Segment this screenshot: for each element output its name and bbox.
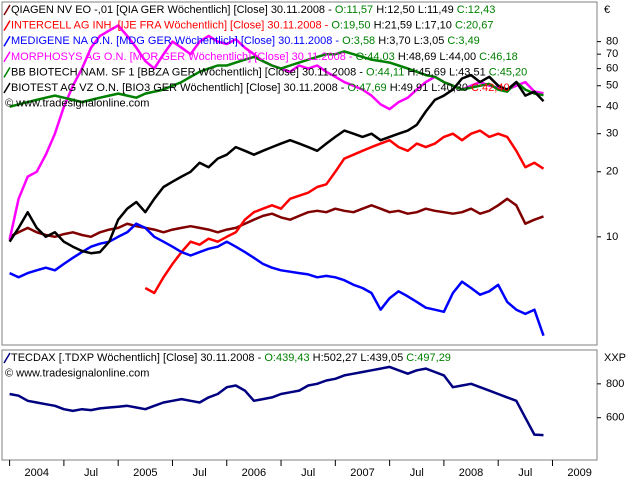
legend-entry: BB BIOTECH NAM. SF 1 [BBZA GER Wöchentli… (11, 66, 527, 78)
y-tick-label: 10 (606, 231, 618, 243)
y-tick-label: 40 (606, 101, 618, 113)
legend-icon (3, 82, 11, 94)
legend-info: [BIO3 GER Wöchentlich] [Close] 30.11.200… (122, 82, 345, 94)
legend-entry: QIAGEN NV EO -,01 [QIA GER Wöchentlich] … (11, 4, 495, 16)
y-tick-label: 80 (606, 36, 618, 48)
legend-open: O:44,11 (366, 66, 404, 78)
y-tick-label: 800 (606, 378, 624, 390)
legend-high: H:12,50 (376, 4, 415, 16)
legend-icon (3, 4, 11, 16)
legend-close: C:46,18 (479, 51, 518, 63)
legend-name: QIAGEN NV (11, 4, 73, 16)
y-tick-label: 70 (606, 48, 618, 60)
x-tick-label: Jul (410, 467, 424, 479)
x-tick-label: 2004 (25, 467, 49, 479)
legend-high: H:49,91 (390, 82, 429, 94)
legend-name: MORPHOSYS AG O.N. (11, 51, 127, 63)
legend-low: L:17,10 (415, 20, 452, 32)
legend-low: L:44,00 (439, 51, 476, 63)
series-line (9, 222, 545, 337)
legend-high: H:21,59 (374, 20, 413, 32)
legend-close: C:3,49 (447, 35, 479, 47)
legend-low: L:11,49 (418, 4, 454, 16)
legend-open: O:3,58 (342, 35, 375, 47)
legend-open: O:47,69 (347, 82, 386, 94)
x-tick-label: 2008 (459, 467, 483, 479)
legend-name: BB BIOTECH NAM. (11, 66, 108, 78)
legend-high: H:45,69 (407, 66, 446, 78)
legend-entry: MEDIGENE NA O.N. [MDG GER Wöchentlich] [… (11, 35, 480, 47)
legend-icon (3, 20, 11, 31)
legend-low: L:40,30 (431, 82, 468, 94)
y-tick-label: 50 (606, 80, 618, 92)
x-tick-label: Jul (193, 467, 207, 479)
plot-frame (1, 1, 598, 346)
legend-info: [MDG GER Wöchentlich] [Close] 30.11.2008… (116, 35, 339, 47)
legend-open: O:44,03 (356, 51, 395, 63)
legend-icon (3, 35, 11, 47)
legend-name: MEDIGENE NA O.N. (11, 35, 113, 47)
x-tick-label: Jul (84, 467, 98, 479)
legend-close: C:42,40 (471, 82, 510, 94)
y-unit-label: XXP (604, 352, 626, 364)
legend-high: H:48,69 (398, 51, 437, 63)
legend-low: L:3,05 (414, 35, 445, 47)
x-tick-label: 2006 (242, 467, 266, 479)
y-tick-label: 30 (606, 128, 618, 140)
series-line (9, 365, 544, 437)
legend-open: O:439,43 (264, 352, 309, 364)
legend-low: L:439,05 (360, 352, 403, 364)
legend-entry: BIOTEST AG VZ O.N. [BIO3 GER Wöchentlich… (11, 82, 510, 94)
legend-info: EO -,01 [QIA GER Wöchentlich] [Close] 30… (75, 4, 332, 16)
legend-high: H:502,27 (313, 352, 358, 364)
legend-close: C:20,67 (455, 20, 494, 32)
legend-name: TECDAX (11, 352, 56, 364)
series-line (8, 73, 545, 255)
x-tick-label: 2007 (350, 467, 374, 479)
legend-name: INTERCELL AG INH. (11, 20, 115, 32)
watermark: © www.tradesignalonline.com (5, 98, 149, 110)
legend-close: C:12,43 (457, 4, 496, 16)
legend-info: SF 1 [BBZA GER Wöchentlich] [Close] 30.1… (111, 66, 363, 78)
legend-icon (3, 67, 11, 78)
plot-frame (1, 349, 598, 461)
y-tick-label: 20 (606, 166, 618, 178)
x-tick-label: 2005 (133, 467, 157, 479)
legend-icon (3, 51, 11, 63)
legend-info: [.TDXP Wöchentlich] [Close] 30.11.2008 - (59, 352, 262, 364)
legend-open: O:19,50 (331, 20, 370, 32)
y-tick-label: 600 (606, 412, 624, 424)
legend-close: C:45,20 (489, 66, 528, 78)
plot-lines (8, 24, 545, 337)
legend-high: H:3,70 (378, 35, 410, 47)
legend-entry: TECDAX [.TDXP Wöchentlich] [Close] 30.11… (11, 352, 451, 364)
y-tick-label: 60 (606, 63, 618, 75)
watermark: © www.tradesignalonline.com (5, 368, 149, 380)
legend-info: [MOR GER Wöchentlich] [Close] 30.11.2008… (130, 51, 353, 63)
legend-open: O:11,57 (335, 4, 373, 16)
legend-name: BIOTEST AG VZ O.N. (11, 82, 119, 94)
legend-low: L:43,51 (449, 66, 486, 78)
x-tick-label: Jul (518, 467, 532, 479)
x-tick-label: Jul (301, 467, 315, 479)
legend-entry: MORPHOSYS AG O.N. [MOR GER Wöchentlich] … (11, 51, 518, 63)
plot-lines (9, 365, 544, 437)
legend-close: C:497,29 (406, 352, 451, 364)
series-line (144, 129, 545, 295)
y-unit-label: € (604, 4, 610, 16)
x-tick-label: 2009 (567, 467, 591, 479)
legend-icon (3, 352, 11, 364)
legend-entry: INTERCELL AG INH. [IJE FRA Wöchentlich] … (11, 20, 493, 32)
series-line (9, 197, 544, 239)
legend-info: [IJE FRA Wöchentlich] [Close] 30.11.2008… (118, 20, 329, 32)
